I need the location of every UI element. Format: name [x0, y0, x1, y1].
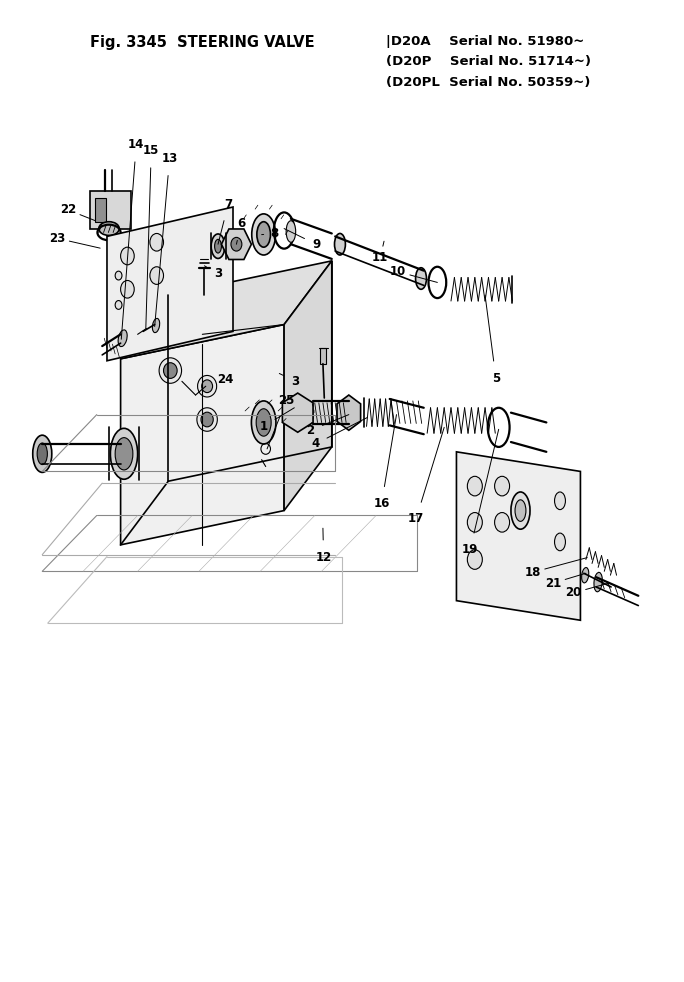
Polygon shape [337, 395, 360, 430]
Ellipse shape [511, 492, 530, 529]
Text: 6: 6 [237, 217, 246, 230]
Ellipse shape [37, 443, 47, 464]
Ellipse shape [159, 357, 181, 383]
Text: 18: 18 [525, 566, 541, 578]
Text: 1: 1 [260, 420, 267, 433]
Polygon shape [456, 452, 581, 621]
Ellipse shape [201, 412, 213, 427]
Text: 14: 14 [128, 137, 144, 151]
Text: 7: 7 [224, 197, 233, 210]
Ellipse shape [495, 476, 510, 496]
Ellipse shape [555, 533, 566, 551]
Text: 3: 3 [291, 375, 300, 388]
Ellipse shape [231, 238, 242, 251]
Text: 17: 17 [408, 512, 424, 525]
Ellipse shape [252, 401, 276, 444]
Ellipse shape [467, 513, 482, 532]
Ellipse shape [115, 438, 133, 470]
Text: 20: 20 [566, 586, 581, 599]
Text: 13: 13 [161, 151, 178, 165]
Text: 10: 10 [390, 265, 406, 278]
Bar [320, 348, 326, 363]
Ellipse shape [202, 380, 213, 393]
Ellipse shape [110, 428, 137, 479]
Text: 19: 19 [462, 543, 478, 556]
Ellipse shape [334, 234, 345, 255]
Bar [95, 198, 105, 222]
Ellipse shape [515, 500, 526, 521]
Text: |D20A    Serial No. 51980~: |D20A Serial No. 51980~ [386, 34, 585, 48]
Ellipse shape [153, 318, 159, 333]
Polygon shape [284, 261, 332, 511]
Text: 2: 2 [306, 424, 315, 437]
Ellipse shape [215, 240, 222, 253]
Polygon shape [222, 229, 252, 259]
Polygon shape [107, 207, 233, 360]
Polygon shape [120, 261, 332, 358]
Text: 15: 15 [143, 143, 159, 157]
Text: 25: 25 [278, 395, 294, 408]
Ellipse shape [286, 221, 295, 243]
Text: 16: 16 [373, 497, 390, 511]
Text: 3: 3 [214, 267, 222, 280]
Polygon shape [282, 393, 313, 432]
Ellipse shape [150, 267, 163, 285]
Ellipse shape [197, 408, 218, 431]
Text: 9: 9 [312, 238, 320, 250]
Polygon shape [120, 324, 284, 545]
Ellipse shape [150, 234, 163, 251]
Text: 21: 21 [545, 576, 562, 589]
Ellipse shape [163, 362, 177, 378]
Ellipse shape [467, 550, 482, 570]
Ellipse shape [115, 300, 122, 309]
Ellipse shape [120, 281, 134, 299]
Text: 8: 8 [269, 227, 278, 240]
Ellipse shape [118, 330, 127, 347]
Text: 5: 5 [492, 372, 500, 385]
Ellipse shape [33, 435, 52, 472]
Ellipse shape [211, 234, 225, 258]
Ellipse shape [201, 294, 208, 300]
Ellipse shape [120, 247, 134, 265]
Text: (D20P    Serial No. 51714~): (D20P Serial No. 51714~) [386, 55, 591, 68]
Ellipse shape [594, 573, 603, 592]
Ellipse shape [256, 409, 271, 436]
Text: 4: 4 [311, 438, 319, 451]
Ellipse shape [115, 271, 122, 280]
Text: 22: 22 [60, 203, 77, 216]
Ellipse shape [252, 214, 276, 255]
Ellipse shape [495, 513, 510, 532]
Ellipse shape [98, 222, 119, 236]
Text: Fig. 3345  STEERING VALVE: Fig. 3345 STEERING VALVE [90, 34, 315, 50]
Ellipse shape [257, 222, 270, 247]
Ellipse shape [467, 476, 482, 496]
Text: 12: 12 [315, 551, 332, 564]
Text: 11: 11 [372, 251, 389, 264]
Text: 24: 24 [217, 373, 233, 386]
Ellipse shape [581, 568, 589, 583]
Text: 23: 23 [49, 232, 66, 245]
Ellipse shape [555, 492, 566, 510]
Ellipse shape [198, 375, 217, 397]
Bar [90, 191, 131, 229]
Text: (D20PL  Serial No. 50359~): (D20PL Serial No. 50359~) [386, 76, 591, 88]
Ellipse shape [416, 268, 426, 290]
